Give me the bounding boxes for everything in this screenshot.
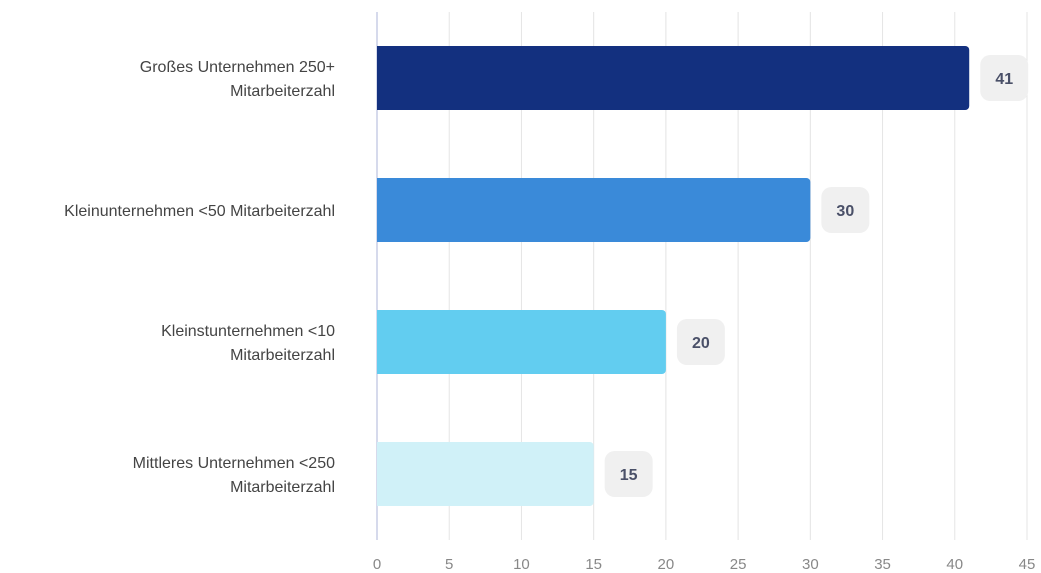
x-tick-label: 0 (373, 556, 381, 573)
bar-left-edge (377, 46, 383, 110)
bar-left-edge (377, 310, 383, 374)
category-label-line: Mitarbeiterzahl (230, 83, 335, 100)
category-label-line: Kleinstunternehmen <10 (161, 323, 335, 340)
bar-left-edge (377, 442, 383, 506)
bar (377, 310, 666, 374)
x-tick-label: 15 (585, 556, 602, 573)
category-labels: Großes Unternehmen 250+ MitarbeiterzahlKl… (64, 59, 335, 496)
category-label-line: Kleinunternehmen <50 Mitarbeiterzahl (64, 203, 335, 220)
data-label-value: 15 (620, 467, 638, 484)
bars (377, 46, 970, 506)
x-tick-label: 10 (513, 556, 530, 573)
data-label: 15 (604, 451, 653, 497)
data-label-background (604, 451, 653, 497)
category-label: Mittleres Unternehmen <250 Mitarbeiterzah… (133, 455, 335, 496)
data-label-value: 20 (692, 335, 710, 352)
category-label: Großes Unternehmen 250+ Mitarbeiterzahl (140, 59, 335, 100)
x-tick-label: 5 (445, 556, 453, 573)
category-label-line: Mitarbeiterzahl (230, 347, 335, 364)
x-tick-label: 20 (658, 556, 675, 573)
x-tick-label: 25 (730, 556, 747, 573)
x-tick-label: 35 (874, 556, 891, 573)
bar (377, 442, 594, 506)
bar (377, 178, 811, 242)
data-labels: 41 30 20 15 (604, 55, 1029, 497)
x-axis-ticks: 0 5 10 15 20 25 30 35 40 45 (373, 556, 1036, 573)
data-label-value: 41 (995, 71, 1013, 88)
x-tick-label: 45 (1019, 556, 1036, 573)
bar (377, 46, 970, 110)
category-label-line: Mittleres Unternehmen <250 (133, 455, 335, 472)
data-label-background (821, 187, 870, 233)
category-label-line: Mitarbeiterzahl (230, 479, 335, 496)
data-label-background (980, 55, 1029, 101)
category-label-line: Großes Unternehmen 250+ (140, 59, 335, 76)
data-label-value: 30 (836, 203, 854, 220)
x-tick-label: 30 (802, 556, 819, 573)
data-label: 20 (676, 319, 725, 365)
data-label: 41 (980, 55, 1029, 101)
data-label-background (676, 319, 725, 365)
x-tick-label: 40 (946, 556, 963, 573)
bar-left-edge (377, 178, 383, 242)
category-label: Kleinstunternehmen <10 Mitarbeiterzahl (161, 323, 335, 364)
data-label: 30 (821, 187, 870, 233)
category-label: Kleinunternehmen <50 Mitarbeiterzahl (64, 203, 335, 220)
